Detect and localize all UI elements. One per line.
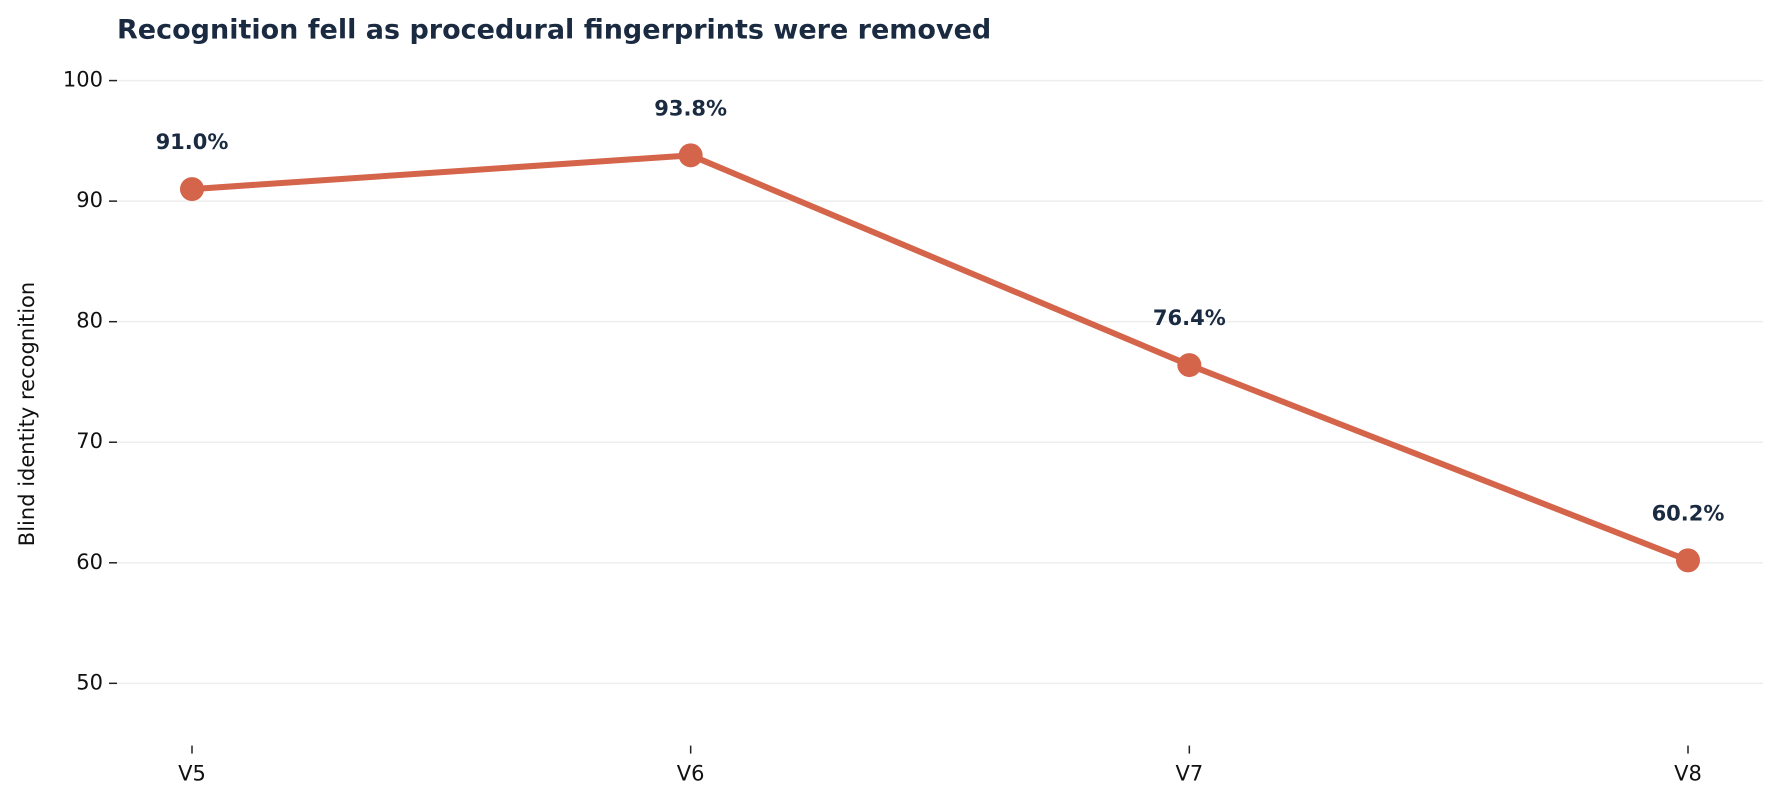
data-label: 93.8% bbox=[654, 96, 727, 120]
x-tick-label: V8 bbox=[1674, 762, 1702, 786]
data-point bbox=[1676, 548, 1700, 573]
y-tick-label: 50 bbox=[76, 670, 103, 694]
x-tick-label: V7 bbox=[1175, 762, 1203, 786]
y-axis-label: Blind identity recognition bbox=[15, 282, 39, 546]
x-tick-label: V6 bbox=[677, 762, 705, 786]
data-label: 91.0% bbox=[156, 130, 229, 154]
data-point bbox=[180, 177, 204, 202]
data-label: 60.2% bbox=[1652, 501, 1725, 525]
y-tick-label: 90 bbox=[76, 188, 103, 212]
x-tick-label: V5 bbox=[178, 762, 206, 786]
series-line bbox=[191, 152, 1690, 564]
data-point bbox=[678, 143, 703, 168]
y-tick-label: 80 bbox=[76, 309, 103, 333]
y-tick-label: 60 bbox=[76, 550, 103, 574]
y-tick-label: 100 bbox=[63, 68, 103, 92]
data-label: 76.4% bbox=[1153, 306, 1226, 330]
y-tick-label: 70 bbox=[76, 429, 103, 453]
chart-title: Recognition fell as procedural fingerpri… bbox=[117, 15, 991, 46]
data-point bbox=[1177, 353, 1202, 378]
